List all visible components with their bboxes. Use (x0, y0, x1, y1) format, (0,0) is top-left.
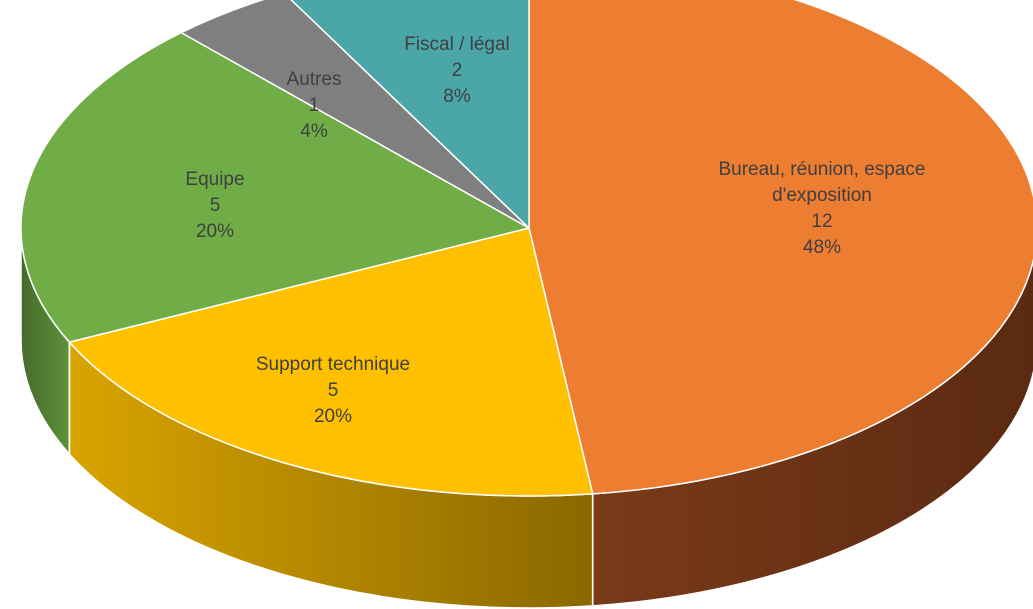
slice-percent-label: 20% (314, 406, 352, 427)
slice-label: Fiscal / légal 2 8% (404, 34, 510, 107)
pie-tops (20, 0, 1033, 497)
pie-slice (290, 0, 530, 229)
slice-percent-label: 8% (443, 86, 471, 107)
slice-name-label: Support technique (256, 354, 410, 375)
slice-name-label: d'exposition (772, 185, 872, 206)
pie-labels: Bureau, réunion, espaced'exposition1248%… (185, 34, 925, 427)
pie-slice (528, 0, 1033, 495)
slice-value-label: 1 (309, 95, 320, 116)
slice-label: Support technique 5 20% (256, 354, 410, 427)
slice-value-label: 5 (210, 195, 221, 216)
slice-label: Autres 1 4% (287, 69, 342, 142)
slice-label: Equipe 5 20% (185, 169, 244, 242)
slice-value-label: 12 (811, 211, 832, 232)
slice-percent-label: 20% (196, 221, 234, 242)
slice-name-label: Autres (287, 69, 342, 90)
pie-slice (68, 227, 594, 497)
slice-name-label: Equipe (185, 169, 244, 190)
slice-value-label: 5 (328, 380, 339, 401)
slice-name-label: Bureau, réunion, espace (718, 159, 925, 180)
pie-slice (20, 31, 530, 343)
slice-value-label: 2 (452, 60, 463, 81)
slice-label: Bureau, réunion, espace d'exposition 12 48% (718, 159, 925, 258)
slice-percent-label: 48% (803, 237, 841, 258)
slice-percent-label: 4% (300, 121, 328, 142)
slice-name-label: Fiscal / légal (404, 34, 510, 55)
pie-slice (180, 0, 530, 229)
